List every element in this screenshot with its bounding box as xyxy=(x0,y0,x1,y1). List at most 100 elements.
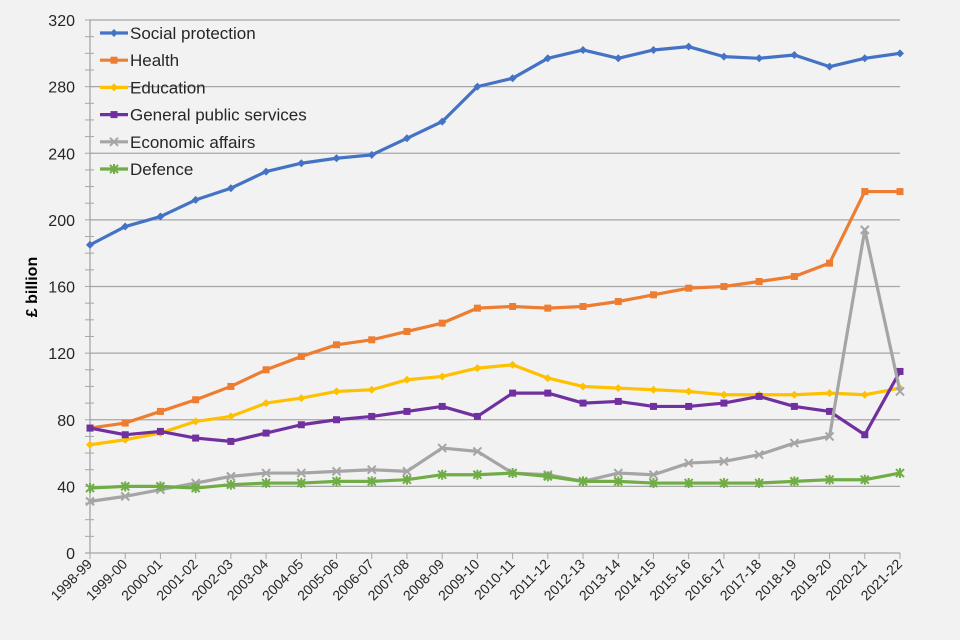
legend-item: Health xyxy=(100,51,179,70)
data-point xyxy=(226,471,236,482)
data-point xyxy=(649,385,658,394)
series-health xyxy=(86,188,904,432)
data-point xyxy=(861,431,869,439)
data-point xyxy=(754,450,764,460)
data-point xyxy=(192,396,200,404)
data-point xyxy=(473,412,481,420)
x-tick-labels: 1998-991999-002000-012001-022002-032003-… xyxy=(47,556,905,604)
y-tick-label: 120 xyxy=(48,346,75,363)
data-point xyxy=(509,302,517,310)
data-point xyxy=(261,478,271,489)
series-line xyxy=(89,189,900,430)
y-tick-label: 40 xyxy=(57,479,75,496)
legend-item: Education xyxy=(100,78,206,97)
data-point xyxy=(367,385,376,394)
legend-label: Economic affairs xyxy=(130,133,255,152)
data-point xyxy=(155,481,166,492)
data-point xyxy=(190,483,201,494)
legend-item: Economic affairs xyxy=(100,133,255,152)
gridlines xyxy=(90,19,900,488)
data-point xyxy=(790,50,799,59)
data-point xyxy=(719,456,729,467)
data-point xyxy=(297,394,306,403)
data-point xyxy=(438,402,446,410)
data-point xyxy=(860,54,869,63)
data-point xyxy=(507,468,518,479)
data-point xyxy=(896,188,904,196)
data-point xyxy=(368,336,376,344)
data-point xyxy=(437,469,447,480)
data-point xyxy=(109,137,119,147)
y-tick-label: 200 xyxy=(48,213,75,230)
data-point xyxy=(649,45,658,54)
data-point xyxy=(226,479,236,490)
data-point xyxy=(613,468,623,478)
data-point xyxy=(684,42,693,51)
data-point xyxy=(613,476,623,487)
legend-item: Social protection xyxy=(100,24,256,43)
data-point xyxy=(861,188,869,196)
data-point xyxy=(543,374,552,383)
data-point xyxy=(110,83,118,92)
data-point xyxy=(262,167,271,176)
data-point xyxy=(86,424,94,432)
y-tick-label: 80 xyxy=(57,413,75,430)
legend-label: Social protection xyxy=(130,24,256,43)
data-point xyxy=(719,390,728,399)
data-point xyxy=(227,382,235,390)
series-education xyxy=(86,360,904,449)
data-point xyxy=(332,154,341,163)
data-point xyxy=(685,284,693,292)
data-point xyxy=(402,375,411,384)
data-point xyxy=(860,225,870,235)
data-point xyxy=(826,259,834,267)
data-point xyxy=(438,372,447,381)
data-point xyxy=(509,389,517,397)
data-point xyxy=(262,429,270,437)
y-tick-label: 0 xyxy=(66,546,75,563)
data-point xyxy=(86,240,94,249)
y-tick-label: 320 xyxy=(48,13,75,30)
data-point xyxy=(192,434,200,442)
data-point xyxy=(544,304,552,312)
data-point xyxy=(683,458,694,468)
data-point xyxy=(720,283,728,290)
data-point xyxy=(895,386,905,397)
data-point xyxy=(402,466,412,477)
data-point xyxy=(296,478,307,489)
data-point xyxy=(110,111,118,119)
series-defence xyxy=(85,468,905,494)
data-point xyxy=(790,390,799,399)
data-point xyxy=(824,474,835,485)
data-point xyxy=(508,360,517,369)
data-point xyxy=(614,397,622,405)
data-point xyxy=(156,427,164,435)
data-point xyxy=(191,417,200,426)
series-line xyxy=(89,471,901,490)
data-point xyxy=(120,491,130,502)
data-point xyxy=(121,222,130,231)
data-point xyxy=(367,150,376,159)
data-point xyxy=(473,364,482,373)
data-point xyxy=(403,407,411,415)
data-point xyxy=(85,483,95,494)
data-point xyxy=(331,476,342,487)
data-point xyxy=(755,278,763,286)
data-point xyxy=(473,82,482,91)
data-point xyxy=(824,431,835,442)
data-point xyxy=(614,297,622,305)
series-general-public-services xyxy=(86,367,904,445)
data-point xyxy=(472,469,483,480)
legend-item: Defence xyxy=(100,160,193,179)
data-point xyxy=(789,438,800,448)
data-point xyxy=(755,392,763,400)
data-point xyxy=(262,399,271,408)
legend-item: General public services xyxy=(100,106,307,125)
y-tick-labels: 0 40 80 120 160 200 240 280 320 xyxy=(48,13,75,563)
data-point xyxy=(227,437,235,445)
data-point xyxy=(331,466,342,477)
data-point xyxy=(719,52,728,61)
data-point xyxy=(120,481,130,492)
series-line xyxy=(89,45,901,247)
